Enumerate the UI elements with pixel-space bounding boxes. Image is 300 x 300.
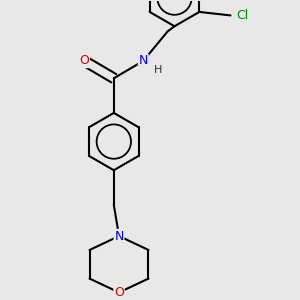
Text: O: O (80, 54, 89, 68)
Text: N: N (114, 230, 124, 243)
Text: N: N (139, 54, 148, 68)
Text: O: O (114, 286, 124, 299)
Text: H: H (154, 64, 162, 75)
Text: Cl: Cl (236, 9, 249, 22)
